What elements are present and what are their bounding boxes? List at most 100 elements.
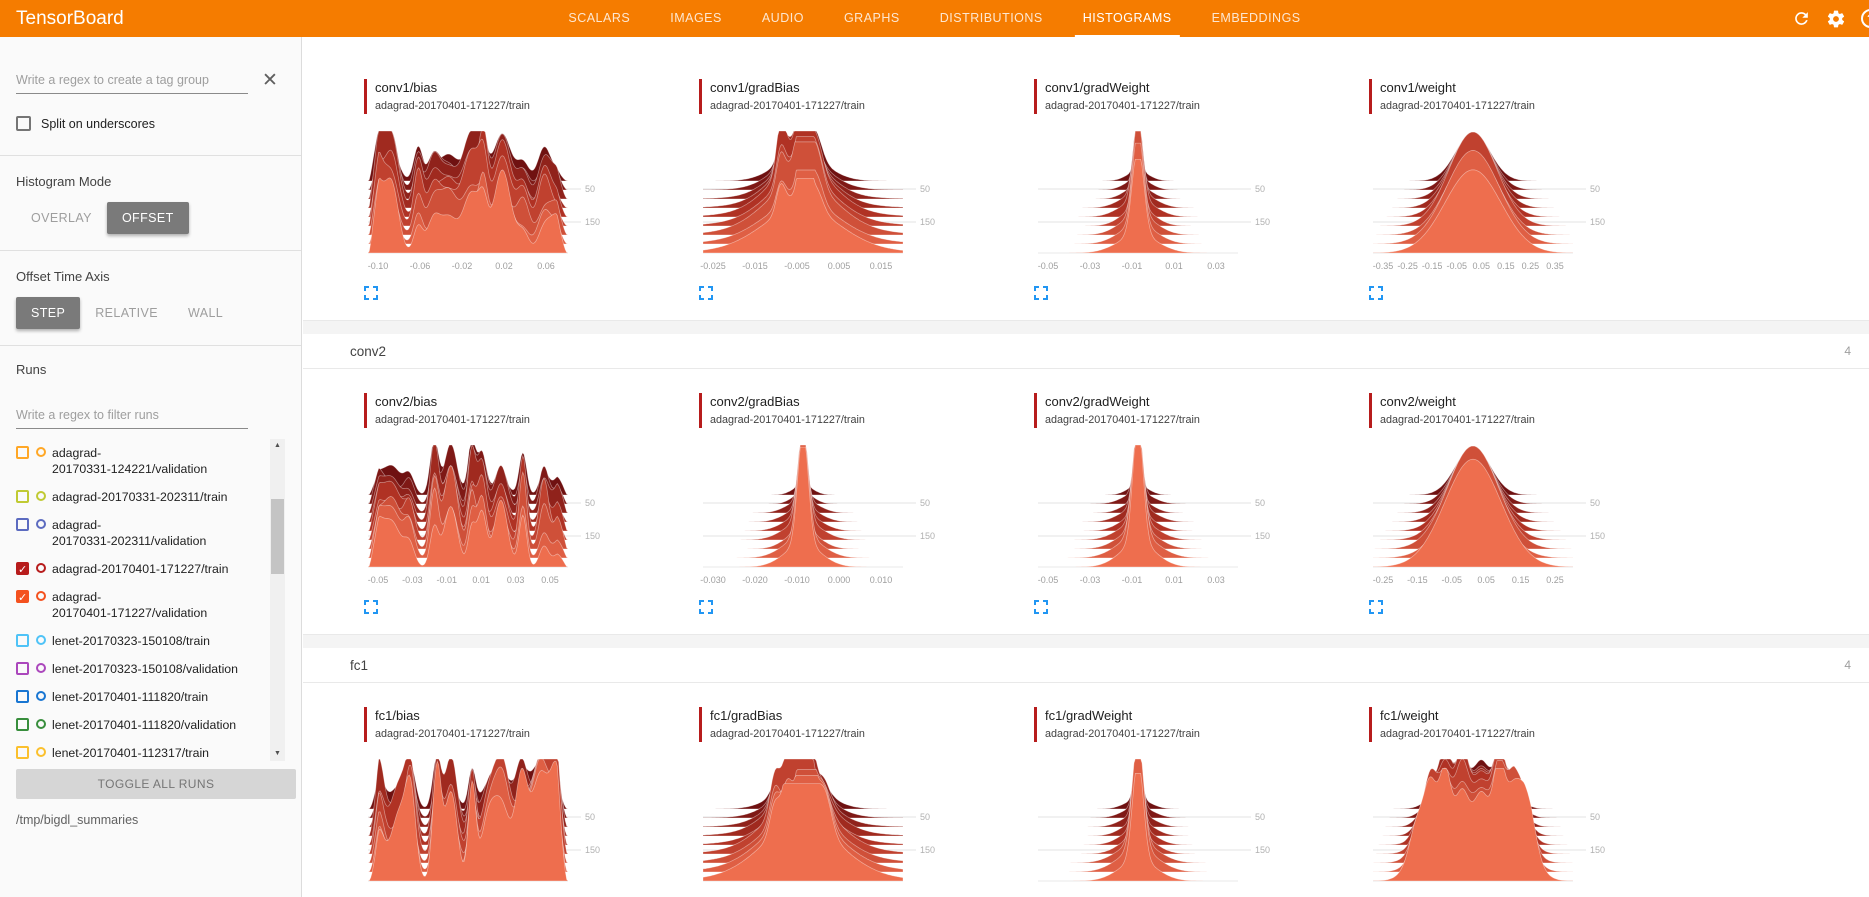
- offset-axis-wall-button[interactable]: WALL: [173, 297, 238, 329]
- run-checkbox[interactable]: [16, 634, 29, 647]
- svg-text:0.005: 0.005: [828, 261, 851, 271]
- category-header-fc1[interactable]: fc1 4: [303, 648, 1869, 683]
- tab-embeddings[interactable]: EMBEDDINGS: [1211, 11, 1301, 25]
- svg-text:0.15: 0.15: [1497, 261, 1515, 271]
- expand-chart-icon[interactable]: [1034, 600, 1048, 614]
- histogram-chart[interactable]: 50 150 -0.25 -0.15 -0.05 0.05 0.15 0.25: [1369, 433, 1615, 591]
- scrollbar-thumb[interactable]: [271, 499, 284, 574]
- histogram-chart[interactable]: 50 150 -0.05 -0.03 -0.01 0.01 0.03: [1034, 433, 1280, 591]
- tab-scalars[interactable]: SCALARS: [568, 11, 631, 25]
- run-checkbox[interactable]: [16, 662, 29, 675]
- scrollbar-up-icon[interactable]: ▲: [274, 442, 281, 449]
- category-name: conv2: [350, 343, 387, 359]
- histogram-chart[interactable]: 50 150: [699, 747, 945, 897]
- offset-axis-label: Offset Time Axis: [16, 269, 110, 284]
- chart-title: conv2/weight: [1380, 394, 1456, 409]
- run-checkbox[interactable]: [16, 690, 29, 703]
- svg-text:0.35: 0.35: [1546, 261, 1564, 271]
- expand-chart-icon[interactable]: [364, 286, 378, 300]
- expand-chart-icon[interactable]: [1369, 286, 1383, 300]
- runs-filter-input[interactable]: [16, 402, 248, 429]
- run-label: adagrad- 20170331-124221/validation: [52, 446, 208, 476]
- svg-text:150: 150: [1590, 531, 1605, 541]
- svg-text:50: 50: [1590, 498, 1600, 508]
- run-checkbox[interactable]: [16, 518, 29, 531]
- category-header-conv2[interactable]: conv2 4: [303, 334, 1869, 369]
- svg-text:-0.01: -0.01: [1122, 261, 1143, 271]
- scrollbar-down-icon[interactable]: ▼: [274, 750, 281, 757]
- run-row[interactable]: lenet-20170323-150108/train: [16, 627, 285, 655]
- run-row[interactable]: ✓ adagrad-20170401-171227/train: [16, 555, 285, 583]
- run-row[interactable]: lenet-20170323-150108/validation: [16, 655, 285, 683]
- run-row[interactable]: lenet-20170401-111820/train: [16, 683, 285, 711]
- run-row[interactable]: adagrad- 20170331-124221/validation: [16, 439, 285, 483]
- run-row[interactable]: adagrad-20170331-202311/train: [16, 483, 285, 511]
- run-checkbox[interactable]: ✓: [16, 590, 29, 604]
- expand-chart-icon[interactable]: [1034, 286, 1048, 300]
- histogram-chart[interactable]: 50 150 -0.05 -0.03 -0.01 0.01 0.03: [1034, 119, 1280, 277]
- expand-chart-icon[interactable]: [699, 600, 713, 614]
- svg-text:150: 150: [585, 217, 600, 227]
- run-row[interactable]: ✓ adagrad- 20170401-171227/validation: [16, 583, 285, 627]
- chart-title: fc1/gradWeight: [1045, 708, 1133, 723]
- run-checkbox[interactable]: ✓: [16, 562, 29, 576]
- offset-axis-step-button[interactable]: STEP: [16, 297, 81, 329]
- svg-text:0.05: 0.05: [541, 575, 559, 585]
- svg-text:-0.015: -0.015: [742, 261, 768, 271]
- svg-text:-0.35: -0.35: [1373, 261, 1394, 271]
- tab-images[interactable]: IMAGES: [670, 11, 722, 25]
- histogram-chart[interactable]: 50 150: [364, 747, 610, 897]
- tab-histograms[interactable]: HISTOGRAMS: [1063, 0, 1192, 37]
- run-row[interactable]: lenet-20170401-112317/train: [16, 739, 285, 761]
- tab-distributions[interactable]: DISTRIBUTIONS: [939, 11, 1043, 25]
- card-header: conv2/gradBias adagrad-20170401-171227/tr…: [699, 393, 945, 428]
- svg-text:0.000: 0.000: [828, 575, 851, 585]
- svg-text:150: 150: [1590, 217, 1605, 227]
- expand-chart-icon[interactable]: [364, 600, 378, 614]
- tab-graphs[interactable]: GRAPHS: [843, 11, 900, 25]
- chart-run-name: adagrad-20170401-171227/train: [1045, 414, 1200, 426]
- expand-chart-icon[interactable]: [699, 286, 713, 300]
- chart-run-name: adagrad-20170401-171227/train: [375, 100, 530, 112]
- svg-text:150: 150: [1255, 845, 1270, 855]
- run-checkbox[interactable]: [16, 490, 29, 503]
- histogram-chart[interactable]: 50 150: [1034, 747, 1280, 897]
- settings-icon[interactable]: [1826, 9, 1846, 29]
- toggle-all-runs-button[interactable]: TOGGLE ALL RUNS: [16, 769, 296, 799]
- runs-scrollbar[interactable]: ▲ ▼: [270, 439, 285, 761]
- histogram-chart[interactable]: 50 150 -0.35 -0.25 -0.15 -0.05 0.05 0.15 0.25 0.3…: [1369, 119, 1615, 277]
- run-label: lenet-20170401-111820/validation: [52, 718, 237, 732]
- svg-text:-0.03: -0.03: [1080, 261, 1101, 271]
- histogram-chart[interactable]: 50 150 -0.10 -0.06 -0.02 0.02 0.06: [364, 119, 610, 277]
- histogram-chart[interactable]: 50 150 -0.030 -0.020 -0.010 0.000 0.010: [699, 433, 945, 591]
- clear-icon[interactable]: ✕: [262, 70, 278, 91]
- run-label: adagrad-20170331-202311/train: [52, 490, 228, 504]
- run-color-circle: [36, 691, 46, 701]
- refresh-icon[interactable]: [1791, 9, 1811, 29]
- help-icon[interactable]: ?: [1861, 9, 1869, 28]
- histogram-chart[interactable]: 50 150 -0.05 -0.03 -0.01 0.01 0.03 0.05: [364, 433, 610, 591]
- histogram-mode-offset-button[interactable]: OFFSET: [106, 202, 189, 234]
- run-checkbox[interactable]: [16, 718, 29, 731]
- svg-text:150: 150: [585, 531, 600, 541]
- svg-text:150: 150: [1255, 531, 1270, 541]
- category-name: fc1: [350, 657, 369, 673]
- tab-audio[interactable]: AUDIO: [761, 11, 804, 25]
- run-row[interactable]: lenet-20170401-111820/validation: [16, 711, 285, 739]
- tag-regex-input[interactable]: [16, 67, 248, 94]
- histogram-mode-overlay-button[interactable]: OVERLAY: [16, 202, 107, 234]
- svg-text:0.15: 0.15: [1512, 575, 1530, 585]
- card-header: fc1/bias adagrad-20170401-171227/train: [364, 707, 610, 742]
- run-checkbox[interactable]: [16, 446, 29, 459]
- split-underscores-checkbox[interactable]: [16, 116, 31, 131]
- svg-text:150: 150: [585, 845, 600, 855]
- run-checkbox[interactable]: [16, 746, 29, 759]
- offset-axis-relative-button[interactable]: RELATIVE: [80, 297, 173, 329]
- histogram-chart[interactable]: 50 150 -0.025 -0.015 -0.005 0.005 0.015: [699, 119, 945, 277]
- run-row[interactable]: adagrad- 20170331-202311/validation: [16, 511, 285, 555]
- histogram-chart[interactable]: 50 150: [1369, 747, 1615, 897]
- split-underscores-row[interactable]: Split on underscores: [16, 116, 285, 131]
- chart-run-name: adagrad-20170401-171227/train: [1045, 100, 1200, 112]
- expand-chart-icon[interactable]: [1369, 600, 1383, 614]
- svg-text:50: 50: [585, 498, 595, 508]
